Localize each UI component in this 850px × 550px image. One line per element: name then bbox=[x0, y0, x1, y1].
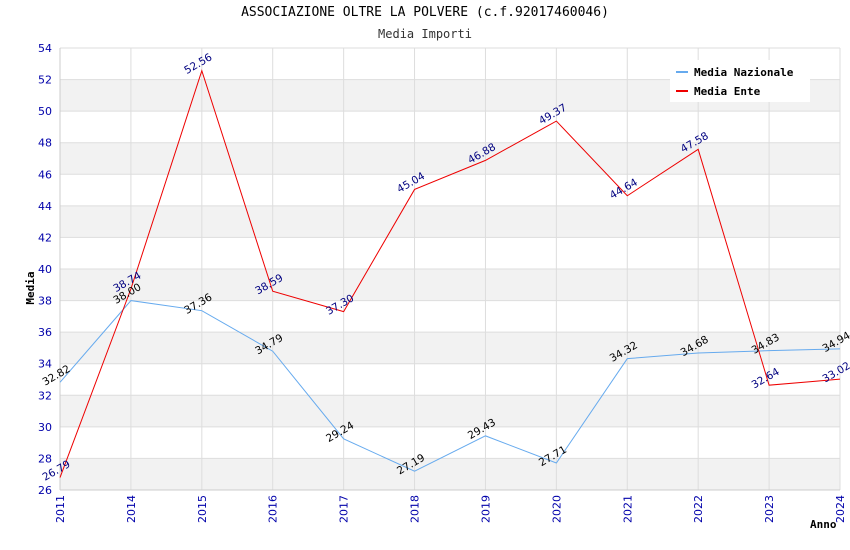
chart-title: ASSOCIAZIONE OLTRE LA POLVERE (c.f.92017… bbox=[241, 5, 609, 20]
y-tick-label: 40 bbox=[38, 263, 52, 276]
y-axis-label: Media bbox=[24, 271, 37, 304]
y-tick-label: 34 bbox=[38, 358, 52, 371]
grid-band bbox=[60, 458, 840, 490]
x-tick-label: 2017 bbox=[338, 495, 351, 523]
y-tick-label: 46 bbox=[38, 168, 52, 181]
x-tick-label: 2020 bbox=[550, 495, 563, 523]
grid-band bbox=[60, 269, 840, 301]
x-tick-label: 2015 bbox=[196, 495, 209, 523]
y-tick-label: 52 bbox=[38, 74, 52, 87]
y-tick-label: 38 bbox=[38, 295, 52, 308]
series-lines bbox=[59, 69, 841, 478]
y-tick-label: 50 bbox=[38, 105, 52, 118]
x-tick-label: 2019 bbox=[479, 495, 492, 523]
legend-label: Media Nazionale bbox=[694, 66, 794, 79]
grid-lines bbox=[59, 47, 841, 491]
y-tick-label: 30 bbox=[38, 421, 52, 434]
y-tick-label: 26 bbox=[38, 484, 52, 497]
x-tick-label: 2018 bbox=[409, 495, 422, 523]
x-tick-label: 2024 bbox=[834, 495, 847, 523]
grid-bands bbox=[60, 79, 840, 490]
y-tick-label: 48 bbox=[38, 137, 52, 150]
y-tick-labels: 26 28 30 32 34 36 38 40 42 44 46 48 50 52 54 bbox=[38, 42, 52, 497]
x-tick-label: 2023 bbox=[763, 495, 776, 523]
x-axis-label: Anno bbox=[810, 518, 837, 531]
x-tick-label: 2011 bbox=[54, 495, 67, 523]
chart-subtitle: Media Importi bbox=[378, 27, 472, 41]
y-tick-label: 36 bbox=[38, 326, 52, 339]
y-tick-label: 44 bbox=[38, 200, 52, 213]
legend: Media Nazionale Media Ente bbox=[670, 60, 810, 102]
series-line-ente bbox=[59, 69, 841, 478]
legend-box bbox=[670, 60, 810, 102]
data-label: 32.64 bbox=[750, 366, 782, 392]
x-tick-label: 2022 bbox=[692, 495, 705, 523]
grid-band bbox=[60, 142, 840, 175]
x-tick-label: 2014 bbox=[125, 495, 138, 523]
data-label: 52.56 bbox=[182, 51, 214, 77]
y-tick-label: 28 bbox=[38, 452, 52, 465]
x-tick-labels: 2011 2014 2015 2016 2017 2018 2019 2020 2021 2022… bbox=[54, 495, 847, 523]
y-tick-label: 32 bbox=[38, 389, 52, 402]
y-tick-label: 54 bbox=[38, 42, 52, 55]
grid-band bbox=[60, 395, 840, 427]
grid-band bbox=[60, 205, 840, 238]
legend-label: Media Ente bbox=[694, 85, 761, 98]
x-tick-label: 2016 bbox=[267, 495, 280, 523]
grid-band bbox=[60, 332, 840, 364]
x-tick-label: 2021 bbox=[621, 495, 634, 523]
series-line-nazionale bbox=[59, 300, 841, 472]
y-tick-label: 42 bbox=[38, 231, 52, 244]
